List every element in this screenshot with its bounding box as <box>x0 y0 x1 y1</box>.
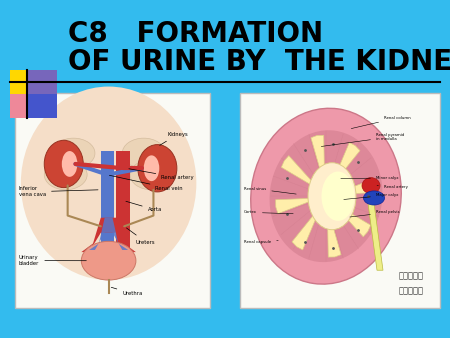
Text: Minor calyx: Minor calyx <box>341 176 399 180</box>
Ellipse shape <box>308 163 356 230</box>
Polygon shape <box>332 202 371 237</box>
Polygon shape <box>368 203 383 270</box>
Ellipse shape <box>321 171 355 221</box>
Ellipse shape <box>144 155 159 181</box>
Text: Cortex: Cortex <box>244 210 293 214</box>
Polygon shape <box>333 179 376 194</box>
Bar <box>10 94 40 118</box>
Polygon shape <box>311 135 325 186</box>
Text: 内部结构图: 内部结构图 <box>399 286 424 295</box>
Ellipse shape <box>364 191 384 205</box>
Bar <box>27 70 57 94</box>
Bar <box>15 93 210 308</box>
Polygon shape <box>330 143 360 188</box>
Text: Renal column: Renal column <box>351 116 411 128</box>
Ellipse shape <box>362 178 380 194</box>
Text: OF URINE BY  THE KIDNEY: OF URINE BY THE KIDNEY <box>68 48 450 76</box>
Bar <box>240 93 440 308</box>
Bar <box>27 94 57 118</box>
Text: Aorta: Aorta <box>126 201 162 212</box>
Ellipse shape <box>130 160 173 190</box>
Ellipse shape <box>62 151 77 177</box>
Ellipse shape <box>270 130 382 262</box>
Bar <box>10 70 40 94</box>
Polygon shape <box>292 205 322 250</box>
Polygon shape <box>281 156 320 190</box>
Text: 右赏刈射面: 右赏刈射面 <box>399 271 424 280</box>
Ellipse shape <box>44 160 87 190</box>
Text: Urinary
bladder: Urinary bladder <box>19 255 86 266</box>
Ellipse shape <box>81 241 136 280</box>
Text: Renal vein: Renal vein <box>109 175 183 191</box>
Ellipse shape <box>21 87 196 280</box>
Bar <box>117 151 130 269</box>
Text: Renal sinus: Renal sinus <box>244 187 296 194</box>
Text: Kidneys: Kidneys <box>160 132 188 145</box>
Text: Urethra: Urethra <box>111 287 143 296</box>
Polygon shape <box>89 218 128 250</box>
Ellipse shape <box>52 138 95 168</box>
Polygon shape <box>327 207 341 257</box>
Text: Inferior
vena cava: Inferior vena cava <box>19 186 98 197</box>
Ellipse shape <box>138 145 177 192</box>
Text: Ureters: Ureters <box>126 228 156 244</box>
Text: Major calyx: Major calyx <box>344 193 398 199</box>
Text: Renal pyramid
in medulla: Renal pyramid in medulla <box>321 133 405 146</box>
Text: Renal pelvis: Renal pelvis <box>350 210 400 217</box>
Ellipse shape <box>44 140 83 188</box>
Text: Renal artery: Renal artery <box>129 169 194 180</box>
Polygon shape <box>81 218 136 252</box>
Text: Renal capsule: Renal capsule <box>244 241 278 244</box>
Polygon shape <box>276 198 319 214</box>
Text: C8   FORMATION: C8 FORMATION <box>68 20 323 48</box>
Bar <box>101 151 114 269</box>
Ellipse shape <box>122 138 165 168</box>
Ellipse shape <box>251 108 401 284</box>
Text: Renal artery: Renal artery <box>377 185 408 189</box>
